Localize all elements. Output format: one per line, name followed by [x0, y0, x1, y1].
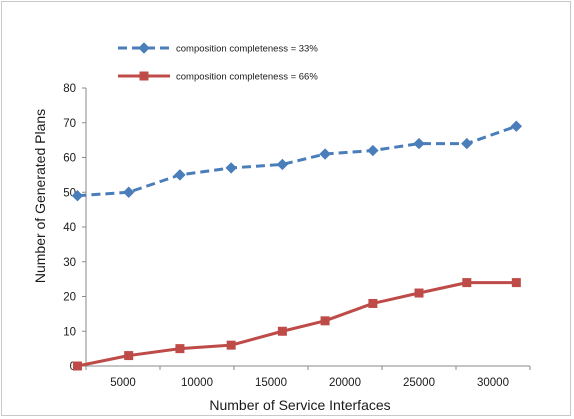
data-point: [225, 162, 237, 174]
data-point: [510, 120, 523, 132]
y-tick-label: 30: [63, 257, 76, 269]
y-tick-label: 40: [63, 222, 76, 234]
data-point: [175, 344, 185, 354]
x-tick-label: 15000: [255, 377, 287, 389]
data-point: [368, 298, 378, 308]
legend-label: composition completeness = 66%: [176, 72, 318, 83]
data-point: [511, 278, 521, 288]
data-point: [174, 169, 186, 181]
legend-item-1: composition completeness = 33%: [118, 42, 318, 55]
y-tick-label: 0: [70, 361, 76, 373]
data-point: [122, 186, 135, 198]
y-tick-label: 10: [63, 326, 76, 338]
data-point: [462, 278, 472, 288]
data-point: [139, 71, 149, 81]
series-line: [77, 281, 517, 368]
data-point: [320, 316, 330, 326]
data-point: [319, 148, 331, 160]
legend: composition completeness = 33% compositio…: [118, 42, 318, 83]
axes: [82, 87, 531, 370]
y-axis-title: Number of Generated Plans: [32, 109, 48, 283]
legend-label: composition completeness = 33%: [176, 44, 318, 55]
series-layer: [71, 120, 523, 371]
x-tick-label: 30000: [477, 377, 509, 389]
data-point: [138, 42, 150, 54]
x-tick-label: 5000: [110, 377, 136, 389]
data-point: [72, 361, 82, 371]
data-point: [71, 190, 84, 202]
x-tick-label: 20000: [329, 377, 361, 389]
series-1: [71, 120, 523, 202]
series-2: [72, 278, 521, 371]
data-point: [124, 351, 134, 361]
y-tick-label: 80: [63, 83, 76, 95]
data-point: [414, 288, 424, 298]
series-line: [77, 124, 517, 198]
y-tick-label: 70: [63, 118, 76, 130]
x-tick-label: 10000: [181, 377, 213, 389]
x-axis-title: Number of Service Interfaces: [209, 397, 390, 413]
x-tick-labels: 5000 10000 15000 20000 25000 30000: [110, 377, 509, 389]
data-point: [276, 158, 289, 171]
data-point: [461, 137, 473, 150]
y-tick-label: 60: [63, 153, 76, 165]
y-tick-label: 20: [63, 292, 76, 304]
data-point: [277, 326, 287, 336]
legend-item-2: composition completeness = 66%: [118, 71, 318, 83]
data-point: [226, 340, 236, 350]
data-point: [367, 144, 379, 157]
data-point: [413, 137, 425, 150]
x-tick-label: 25000: [403, 377, 435, 389]
